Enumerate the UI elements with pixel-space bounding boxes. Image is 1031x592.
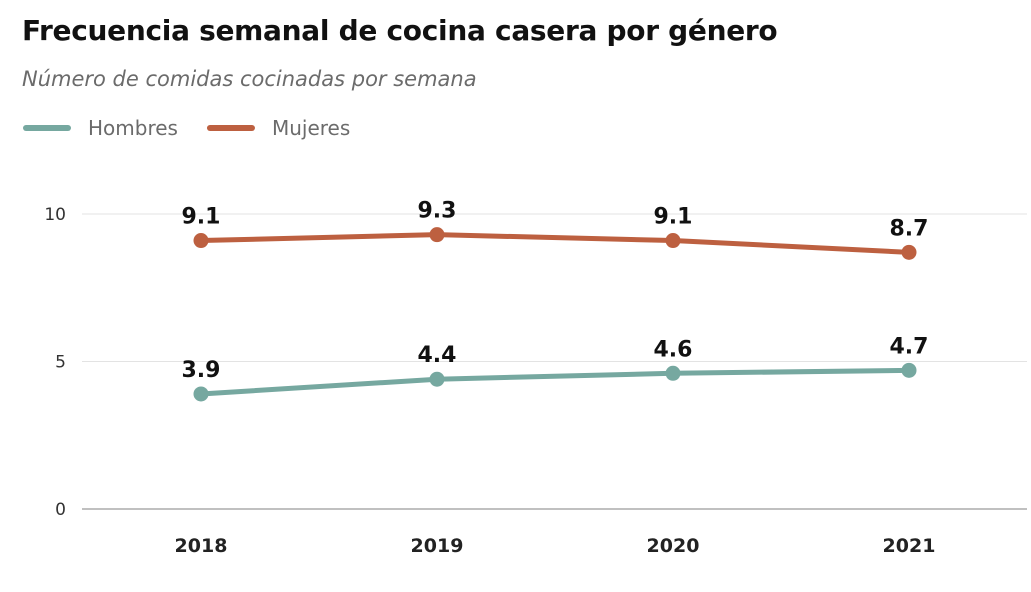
series-line-mujeres (198, 232, 912, 255)
data-label-hombres: 4.7 (890, 334, 929, 359)
data-label-mujeres: 9.1 (182, 205, 221, 230)
y-tick-label: 0 (55, 500, 66, 520)
series-group: 3.9 4.4 4.6 4.7 9.1 9.3 9.1 8.7 (182, 199, 929, 402)
data-point-mujeres (665, 233, 681, 249)
data-point-hombres (665, 365, 681, 381)
data-point-mujeres (429, 227, 445, 243)
data-label-hombres: 3.9 (182, 358, 221, 383)
legend: Hombres Mujeres (23, 116, 350, 140)
y-tick-label: 5 (55, 353, 66, 373)
data-label-mujeres: 9.1 (654, 205, 693, 230)
chart-subtitle: Número de comidas cocinadas por semana (22, 67, 477, 91)
x-tick-label: 2018 (175, 535, 228, 557)
data-label-mujeres: 8.7 (890, 216, 929, 241)
chart-title: Frecuencia semanal de cocina casera por … (22, 14, 778, 47)
y-tick-label: 10 (44, 205, 66, 225)
gridlines (82, 213, 1027, 510)
data-point-hombres (429, 371, 445, 387)
series-line-hombres (198, 367, 912, 397)
data-label-hombres: 4.6 (654, 337, 693, 362)
legend-label-hombres: Hombres (88, 116, 178, 140)
data-label-mujeres: 9.3 (418, 199, 457, 224)
y-axis-ticks: 0 5 10 (44, 205, 66, 520)
x-axis-ticks: 2018 2019 2020 2021 (175, 535, 936, 557)
data-point-mujeres (901, 244, 917, 260)
data-point-hombres (901, 362, 917, 378)
data-point-hombres (193, 386, 209, 402)
data-label-hombres: 4.4 (418, 343, 457, 368)
legend-label-mujeres: Mujeres (272, 116, 350, 140)
data-point-mujeres (193, 233, 209, 249)
x-tick-label: 2020 (647, 535, 700, 557)
x-tick-label: 2019 (411, 535, 464, 557)
x-tick-label: 2021 (883, 535, 936, 557)
